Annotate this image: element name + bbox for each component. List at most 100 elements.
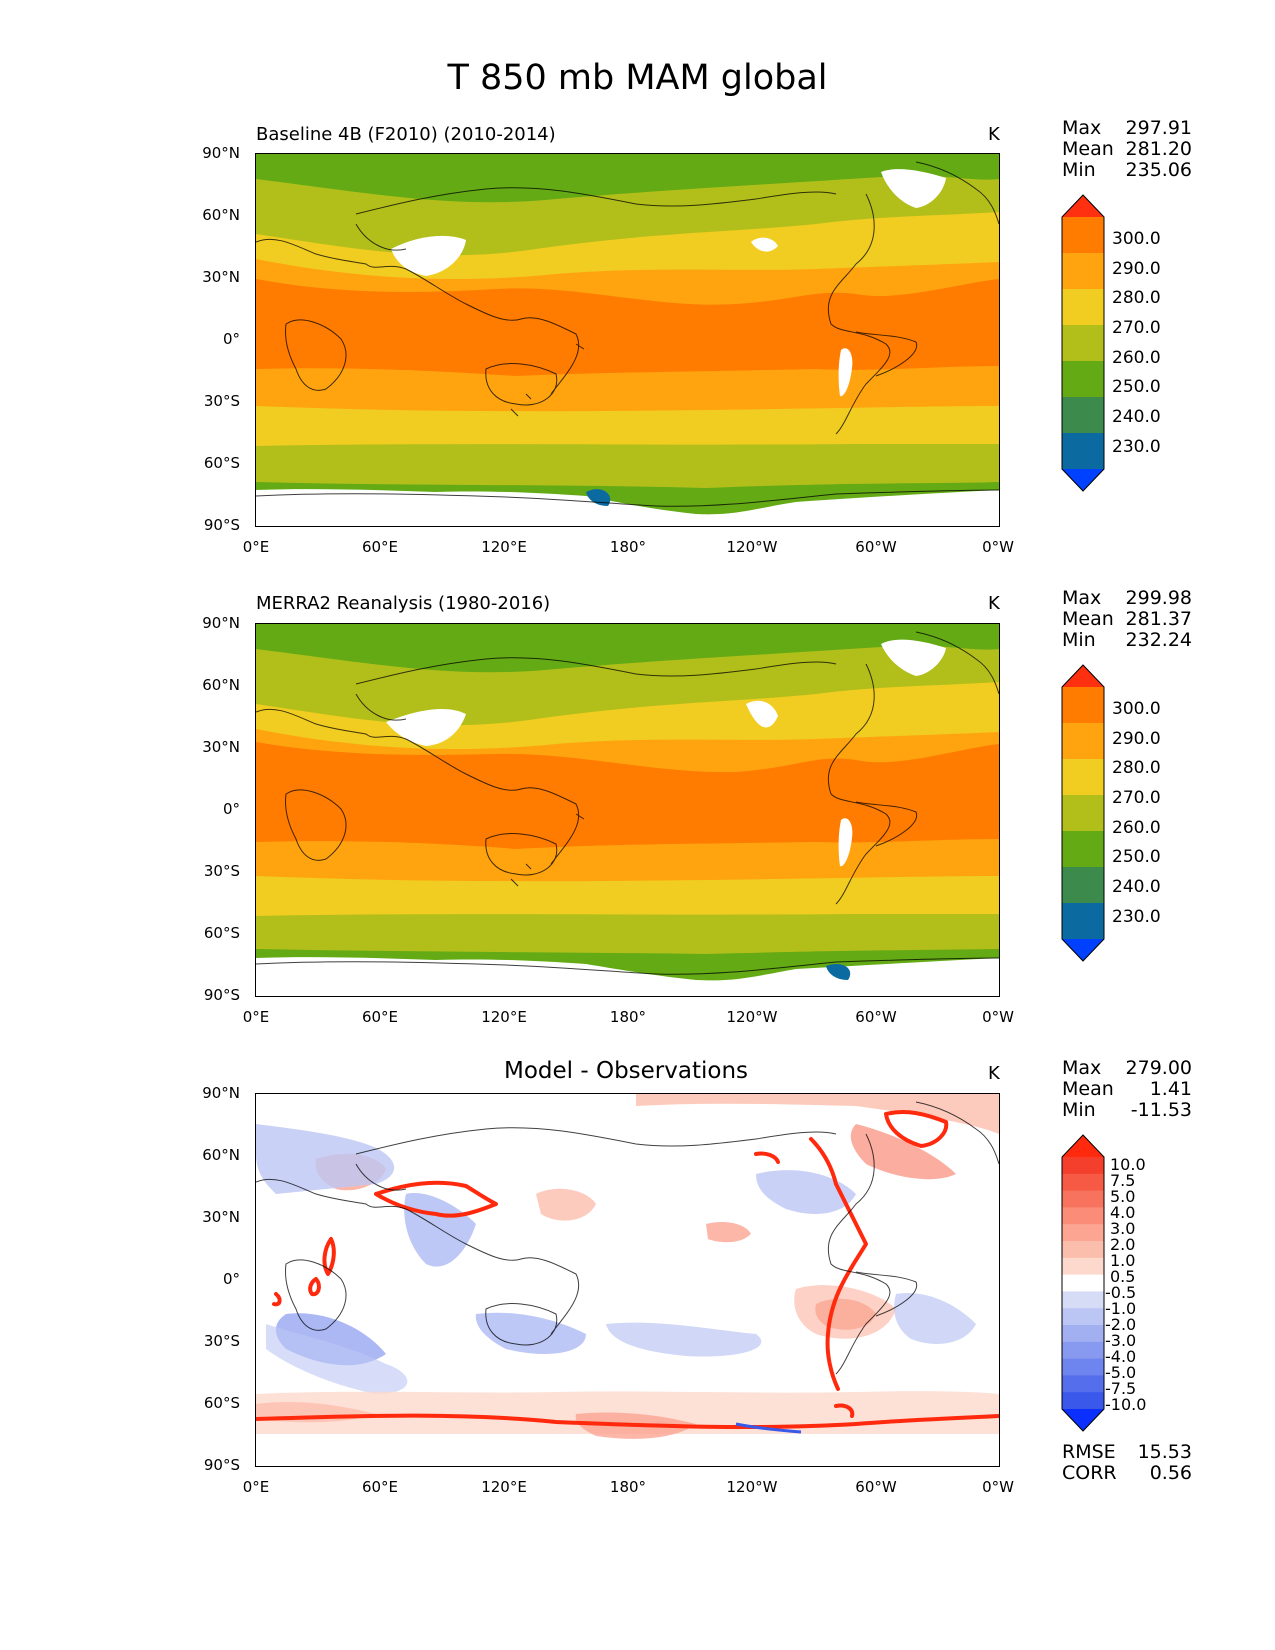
panel-2-cbar-label: 290.0 bbox=[1112, 729, 1161, 749]
panel-3-colorbar bbox=[1061, 1134, 1105, 1432]
panel-2-ytick: 30°S bbox=[203, 862, 240, 880]
stat-max: Max 299.98 bbox=[1062, 587, 1192, 609]
colorbar-swatch bbox=[1062, 397, 1104, 434]
metric-rmse: RMSE 15.53 bbox=[1062, 1441, 1192, 1463]
panel-1-cbar-label: 300.0 bbox=[1112, 229, 1161, 249]
panel-2-ytick: 0° bbox=[222, 800, 240, 818]
colorbar-swatch bbox=[1062, 867, 1104, 904]
colorbar-swatch bbox=[1062, 469, 1104, 491]
panel-3-xtick: 60°E bbox=[361, 1478, 399, 1496]
panel-1-colorbar bbox=[1061, 194, 1105, 492]
panel-1-colorbar-swatches bbox=[1061, 194, 1105, 492]
panel-3-cbar-label: -0.5 bbox=[1105, 1283, 1137, 1302]
panel-1-cbar-label: 290.0 bbox=[1112, 259, 1161, 279]
panel-3-xtick: 180° bbox=[609, 1478, 647, 1496]
panel-1-xtick: 120°E bbox=[481, 538, 527, 556]
colorbar-swatch bbox=[1062, 1135, 1104, 1157]
panel-1-xtick: 60°E bbox=[361, 538, 399, 556]
colorbar-swatch bbox=[1062, 1291, 1104, 1309]
panel-1-field bbox=[256, 154, 999, 526]
panel-3-cbar-label: 0.5 bbox=[1110, 1267, 1136, 1286]
panel-1-cbar-label: 230.0 bbox=[1112, 437, 1161, 457]
panel-3-cbar-label: 2.0 bbox=[1110, 1235, 1136, 1254]
panel-1-units: K bbox=[988, 124, 1000, 145]
panel-3-cbar-label: -7.5 bbox=[1105, 1379, 1137, 1398]
panel-2-units: K bbox=[988, 593, 1000, 614]
panel-2-map bbox=[255, 623, 1000, 997]
panel-1-ytick: 30°N bbox=[202, 268, 240, 286]
panel-2-xtick: 120°W bbox=[726, 1008, 778, 1026]
colorbar-swatch bbox=[1062, 289, 1104, 326]
panel-3-colorbar-swatches bbox=[1061, 1134, 1105, 1432]
panel-2-ytick: 90°S bbox=[203, 986, 240, 1004]
panel-3-cbar-label: -2.0 bbox=[1105, 1315, 1137, 1334]
colorbar-swatch bbox=[1062, 665, 1104, 687]
panel-2-ytick: 30°N bbox=[202, 738, 240, 756]
colorbar-swatch bbox=[1062, 687, 1104, 724]
panel-3-cbar-label: -5.0 bbox=[1105, 1363, 1137, 1382]
panel-3-cbar-label: -3.0 bbox=[1105, 1331, 1137, 1350]
panel-1-map bbox=[255, 153, 1000, 527]
panel-3-ytick: 30°N bbox=[202, 1208, 240, 1226]
panel-1-cbar-label: 240.0 bbox=[1112, 407, 1161, 427]
panel-3-ytick: 90°S bbox=[203, 1456, 240, 1474]
panel-3-cbar-label: 4.0 bbox=[1110, 1203, 1136, 1222]
panel-3-xtick: 60°W bbox=[855, 1478, 897, 1496]
panel-1-xtick: 0°E bbox=[242, 538, 270, 556]
panel-2-cbar-label: 270.0 bbox=[1112, 788, 1161, 808]
colorbar-swatch bbox=[1062, 1241, 1104, 1259]
panel-1-xtick: 120°W bbox=[726, 538, 778, 556]
panel-2-xtick: 120°E bbox=[481, 1008, 527, 1026]
panel-3-metrics: RMSE 15.53 CORR 0.56 bbox=[1062, 1442, 1192, 1484]
panel-2-xtick: 60°E bbox=[361, 1008, 399, 1026]
panel-1-title: Baseline 4B (F2010) (2010-2014) bbox=[256, 124, 556, 145]
colorbar-swatch bbox=[1062, 903, 1104, 940]
panel-1-xtick: 0°W bbox=[982, 538, 1014, 556]
colorbar-swatch bbox=[1062, 759, 1104, 796]
panel-3-ytick: 60°S bbox=[203, 1394, 240, 1412]
panel-2-stats: Max 299.98 Mean 281.37 Min 232.24 bbox=[1062, 588, 1192, 651]
panel-3-cbar-label: -1.0 bbox=[1105, 1299, 1137, 1318]
colorbar-outline bbox=[1061, 194, 1105, 492]
panel-1-stats: Max 297.91 Mean 281.20 Min 235.06 bbox=[1062, 118, 1192, 181]
stat-mean: Mean 281.37 bbox=[1062, 608, 1192, 630]
panel-3-cbar-label: -10.0 bbox=[1105, 1395, 1147, 1414]
panel-3-cbar-label: 10.0 bbox=[1110, 1155, 1146, 1174]
panel-1-ytick: 60°S bbox=[203, 454, 240, 472]
panel-2-cbar-label: 260.0 bbox=[1112, 818, 1161, 838]
stat-mean: Mean 281.20 bbox=[1062, 138, 1192, 160]
stat-max: Max 297.91 bbox=[1062, 117, 1192, 139]
panel-3-cbar-label: 3.0 bbox=[1110, 1219, 1136, 1238]
colorbar-swatch bbox=[1062, 1274, 1104, 1292]
panel-3-xtick: 0°W bbox=[982, 1478, 1014, 1496]
panel-3-cbar-label: 7.5 bbox=[1110, 1171, 1136, 1190]
panel-2-ytick: 90°N bbox=[202, 614, 240, 632]
panel-2-xtick: 60°W bbox=[855, 1008, 897, 1026]
panel-2-cbar-label: 300.0 bbox=[1112, 699, 1161, 719]
colorbar-swatch bbox=[1062, 1358, 1104, 1376]
panel-1-xtick: 180° bbox=[609, 538, 647, 556]
colorbar-swatch bbox=[1062, 939, 1104, 961]
stat-mean: Mean 1.41 bbox=[1062, 1078, 1192, 1100]
panel-2-colorbar-swatches bbox=[1061, 664, 1105, 962]
panel-3-ytick: 90°N bbox=[202, 1084, 240, 1102]
panel-1-cbar-label: 250.0 bbox=[1112, 377, 1161, 397]
panel-1-ytick: 90°N bbox=[202, 144, 240, 162]
colorbar-swatch bbox=[1062, 1190, 1104, 1208]
colorbar-swatch bbox=[1062, 361, 1104, 398]
panel-2-colorbar bbox=[1061, 664, 1105, 962]
panel-3-field bbox=[256, 1094, 999, 1466]
panel-3-cbar-label: -4.0 bbox=[1105, 1347, 1137, 1366]
panel-1-xtick: 60°W bbox=[855, 538, 897, 556]
panel-1-cbar-label: 280.0 bbox=[1112, 288, 1161, 308]
colorbar-swatch bbox=[1062, 1224, 1104, 1242]
panel-2-field bbox=[256, 624, 999, 996]
colorbar-swatch bbox=[1062, 795, 1104, 832]
colorbar-swatch bbox=[1062, 325, 1104, 362]
colorbar-swatch bbox=[1062, 1341, 1104, 1360]
panel-2-cbar-label: 250.0 bbox=[1112, 847, 1161, 867]
panel-3-ytick: 0° bbox=[222, 1270, 240, 1288]
colorbar-swatch bbox=[1062, 1173, 1104, 1192]
panel-1-ytick: 90°S bbox=[203, 516, 240, 534]
panel-3-units: K bbox=[988, 1063, 1000, 1084]
